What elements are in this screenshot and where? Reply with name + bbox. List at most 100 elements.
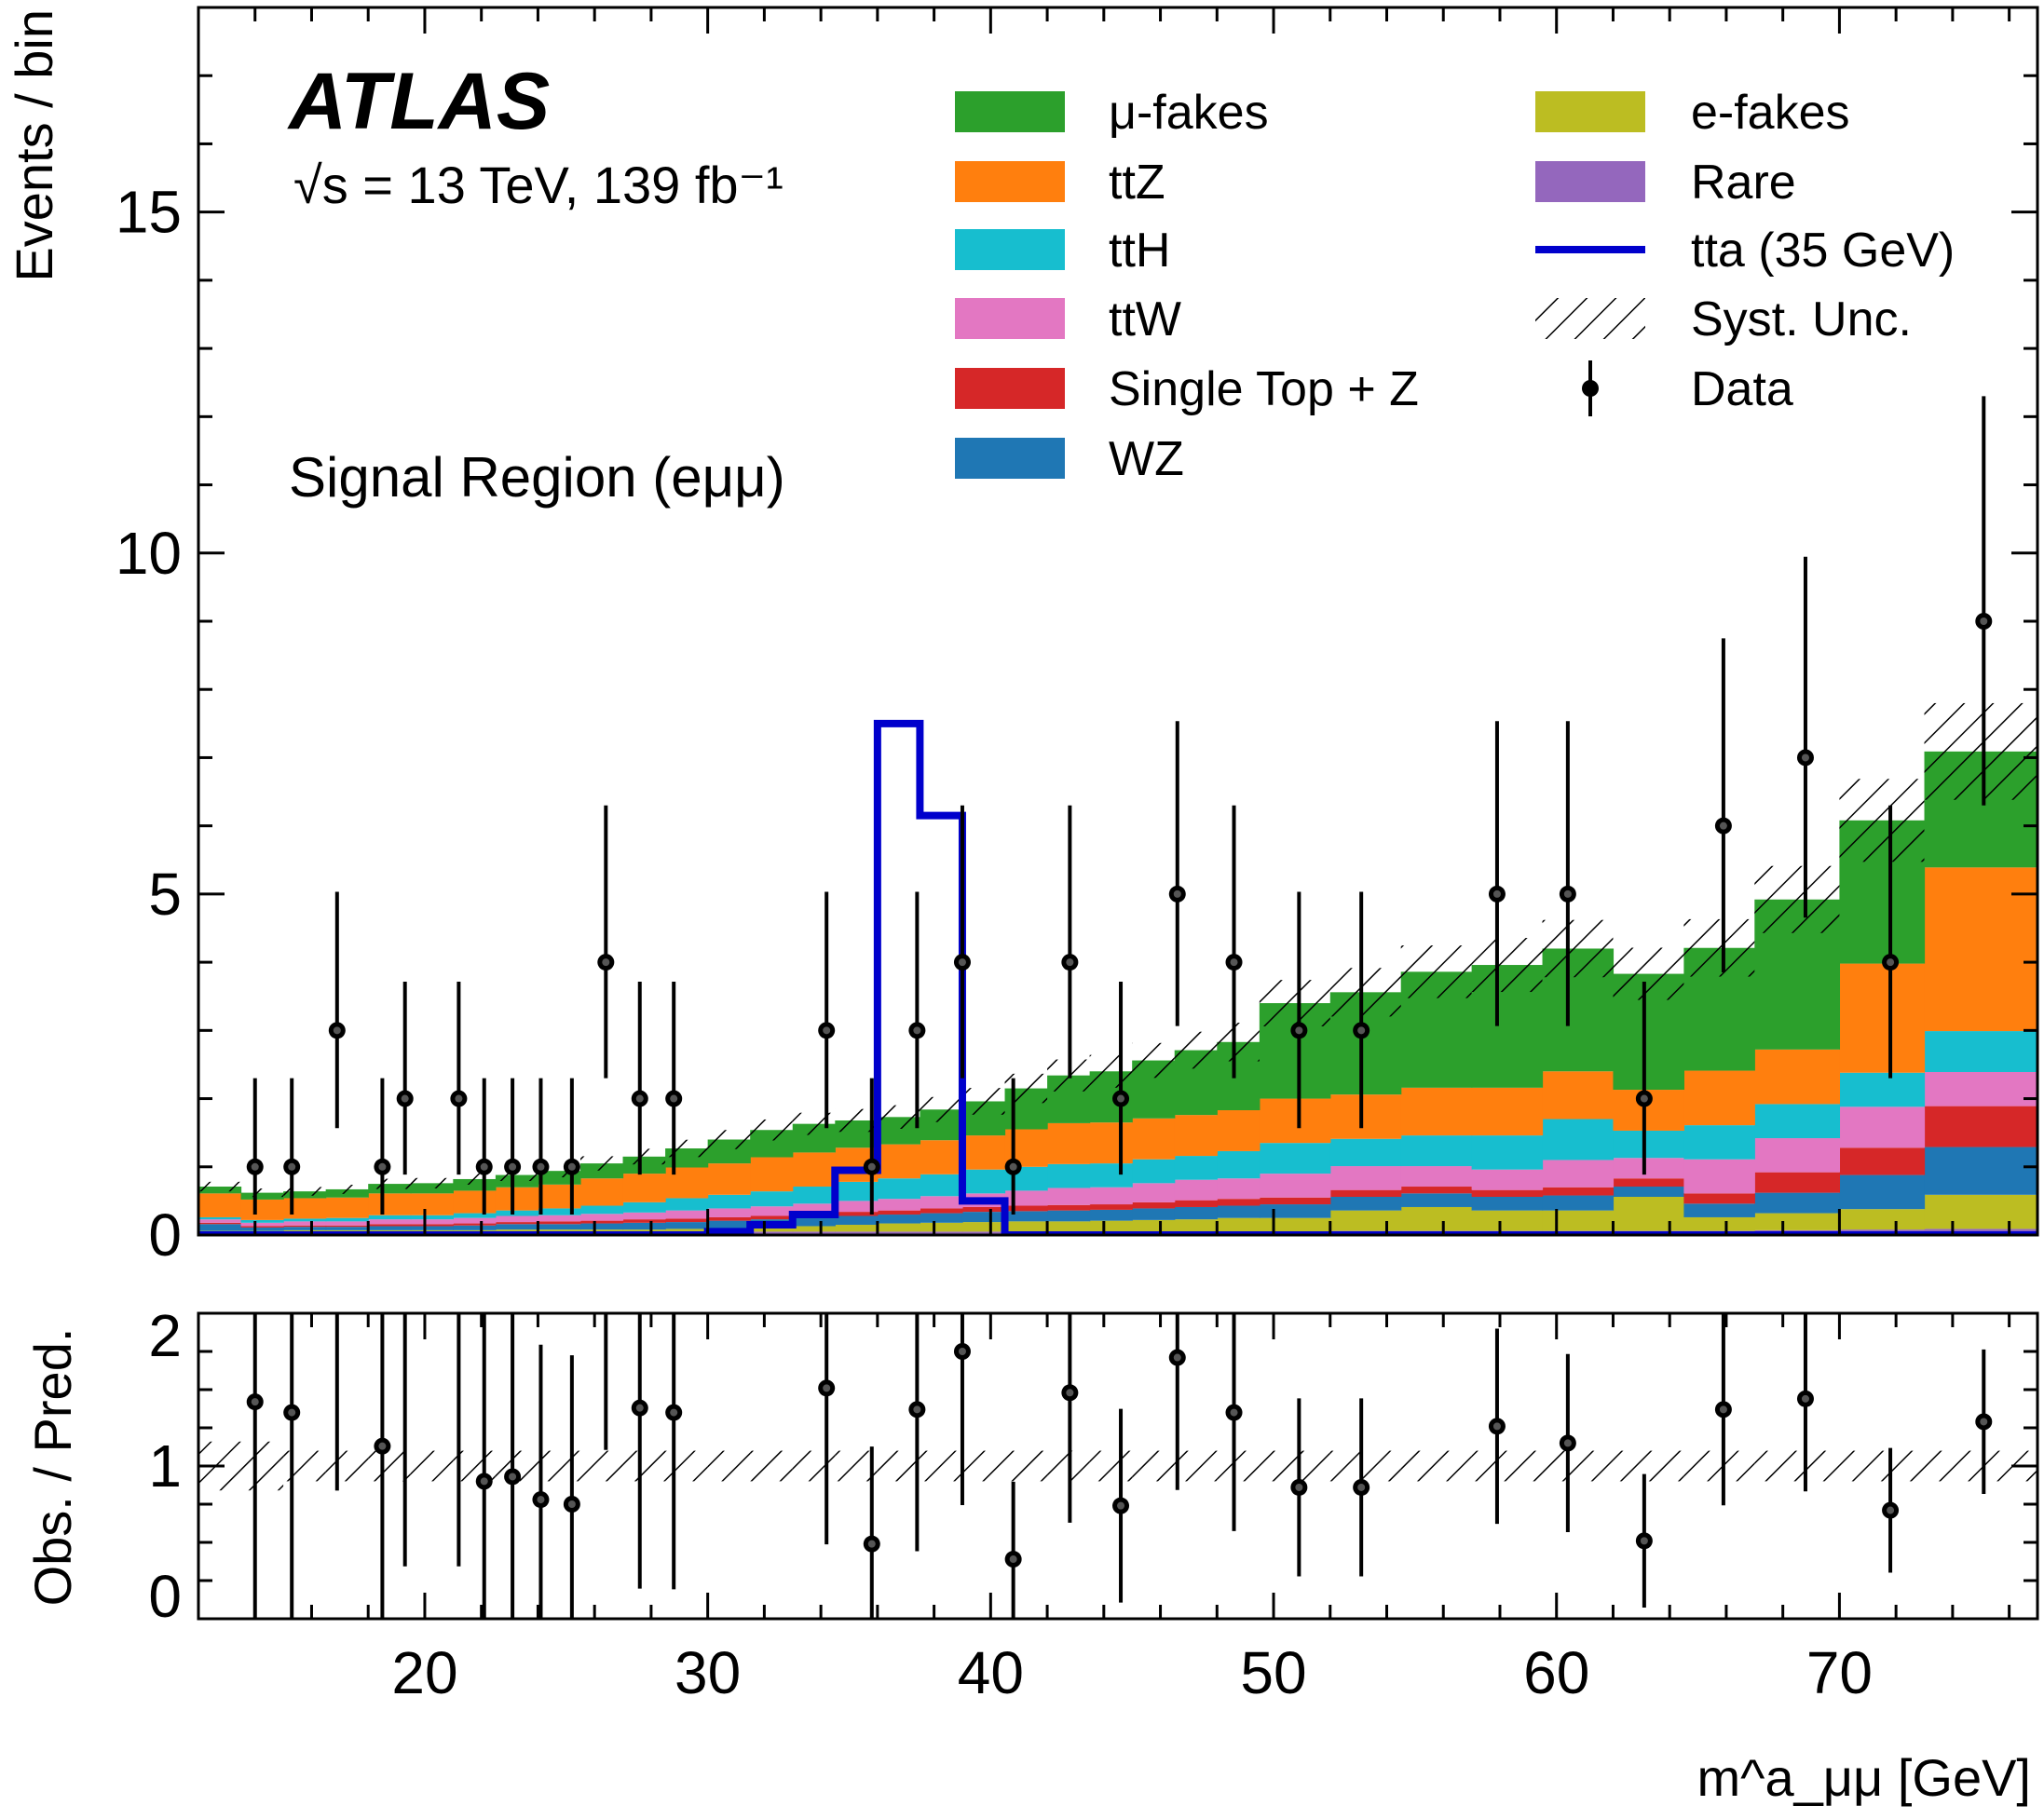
bar-ttw-14: [792, 1203, 836, 1215]
bar-ttz-31: [1683, 1070, 1755, 1126]
syst-unc-bin-31: [1683, 918, 1755, 977]
syst-unc-bin-26: [1329, 968, 1401, 1017]
bar-single-top-z-7: [495, 1222, 539, 1225]
bar-wz-32: [1754, 1192, 1841, 1214]
bar-ttw-10: [622, 1212, 666, 1220]
syst-unc-bin-13: [750, 1119, 793, 1141]
legend-label-ttz: ttZ: [1109, 156, 1165, 210]
bar-wz-1: [240, 1227, 284, 1231]
bar-tth-13: [750, 1191, 794, 1207]
bar-wz-27: [1400, 1193, 1473, 1207]
bar-ttw-26: [1329, 1166, 1402, 1190]
legend-swatch-syst-unc-: [1535, 298, 1645, 339]
bar-wz-14: [792, 1217, 836, 1227]
ratio-point-center-26: [1640, 1537, 1648, 1545]
bar-single-top-z-11: [665, 1218, 709, 1223]
data-point-center-24: [1492, 889, 1501, 898]
bar-single-top-z-33: [1839, 1147, 1926, 1175]
ratio-unc-bin-17: [920, 1450, 962, 1482]
syst-unc-bin-1: [240, 1188, 284, 1198]
data-point-center-10: [602, 958, 610, 967]
bar-ttz-33: [1839, 963, 1926, 1073]
bar-single-top-z-26: [1329, 1189, 1402, 1197]
bar-e-fakes-31: [1683, 1216, 1755, 1231]
bar-single-top-z-19: [1004, 1205, 1048, 1212]
legend-label-ttw: ttW: [1109, 292, 1181, 346]
bar-e-fakes-34: [1924, 1194, 2037, 1229]
bar-wz-2: [283, 1227, 327, 1230]
bar-e-fakes-26: [1329, 1210, 1402, 1231]
syst-unc-bin-3: [325, 1185, 369, 1194]
bar-ttz-25: [1259, 1098, 1331, 1144]
syst-unc-bin-5: [410, 1177, 454, 1188]
legend-swatch-ttz: [955, 161, 1065, 202]
ratio-unc-bin-10: [622, 1450, 666, 1482]
bar-wz-3: [325, 1227, 369, 1230]
bar-ttz-8: [538, 1184, 581, 1209]
bar-e-fakes-6: [453, 1229, 497, 1232]
bar-wz-15: [835, 1215, 879, 1226]
bar-tth-27: [1400, 1135, 1473, 1167]
bar-tth-0: [198, 1216, 242, 1220]
legend: μ-fakes ttZ ttH ttW Single Top + Z WZ e-fakes R…: [955, 86, 1955, 486]
bar-wz-33: [1839, 1174, 1926, 1210]
bar-tth-28: [1471, 1135, 1544, 1170]
x-tick-label-20: 20: [391, 1639, 457, 1706]
ratio-point-center-16: [958, 1348, 966, 1355]
bar-single-top-z-25: [1259, 1197, 1331, 1205]
ratio-point-center-11: [635, 1404, 644, 1412]
data-point-center-6: [480, 1162, 488, 1171]
bar-e-fakes-3: [325, 1229, 369, 1232]
bar-tth-34: [1924, 1031, 2037, 1072]
ratio-point-center-20: [1173, 1353, 1181, 1362]
bar-ttz-5: [410, 1193, 454, 1215]
syst-unc-bin-34: [1924, 702, 2037, 800]
bar-single-top-z-0: [198, 1222, 242, 1225]
syst-unc-bin-14: [792, 1112, 836, 1135]
bar-tth-20: [1047, 1163, 1091, 1188]
bar-wz-24: [1217, 1205, 1260, 1218]
legend-swatch--fakes: [955, 91, 1065, 132]
bar-e-fakes-0: [198, 1230, 242, 1232]
bar-ttw-29: [1542, 1160, 1615, 1188]
ratio-unc-bin-21: [1089, 1450, 1133, 1482]
ratio-unc-bin-18: [961, 1450, 1005, 1482]
bar-ttw-11: [665, 1210, 709, 1219]
syst-unc-band: [198, 702, 2037, 1198]
bar-ttw-24: [1217, 1178, 1260, 1200]
bar-ttw-20: [1047, 1188, 1091, 1205]
ratio-unc-bin-22: [1132, 1450, 1175, 1482]
syst-unc-bin-28: [1471, 938, 1543, 993]
y-tick-label-10: 10: [116, 520, 182, 587]
bar-tth-2: [283, 1218, 327, 1222]
ratio-point-center-12: [670, 1408, 678, 1417]
bar-ttz-29: [1542, 1071, 1615, 1120]
axes: 20 30 40 50 60 70 0 5 10 15 0 1 2: [116, 6, 2039, 1706]
y-axis-title: Events / bin: [5, 9, 63, 282]
data-point-center-3: [378, 1162, 387, 1171]
bar-tth-26: [1329, 1138, 1402, 1167]
bar-ttw-8: [538, 1215, 581, 1222]
data-point-center-9: [567, 1162, 576, 1171]
ratio-unc-bin-32: [1754, 1450, 1840, 1482]
bar-ttw-9: [579, 1214, 624, 1221]
legend-label-rare: Rare: [1691, 156, 1796, 210]
bar-single-top-z-8: [538, 1221, 581, 1225]
ratio-unc-bin-25: [1259, 1450, 1330, 1482]
ratio-unc-bin-12: [707, 1450, 751, 1482]
ratio-unc-bin-16: [877, 1450, 920, 1482]
ratio-point-center-21: [1230, 1408, 1238, 1417]
syst-unc-bin-30: [1613, 947, 1684, 1000]
bar-ttw-31: [1683, 1159, 1755, 1194]
bar-single-top-z-6: [453, 1223, 497, 1226]
bar-ttw-13: [750, 1206, 794, 1216]
bar-e-fakes-8: [538, 1229, 581, 1232]
bar-single-top-z-9: [579, 1220, 624, 1224]
ratio-data-points: [246, 1313, 1993, 1619]
bar-single-top-z-15: [835, 1212, 879, 1216]
bar-ttz-7: [495, 1187, 539, 1211]
bar-e-fakes-23: [1174, 1219, 1218, 1232]
data-point-center-27: [1719, 821, 1727, 830]
legend-swatch-single-top-z: [955, 368, 1065, 409]
ratio-unc-bin-8: [538, 1450, 580, 1482]
